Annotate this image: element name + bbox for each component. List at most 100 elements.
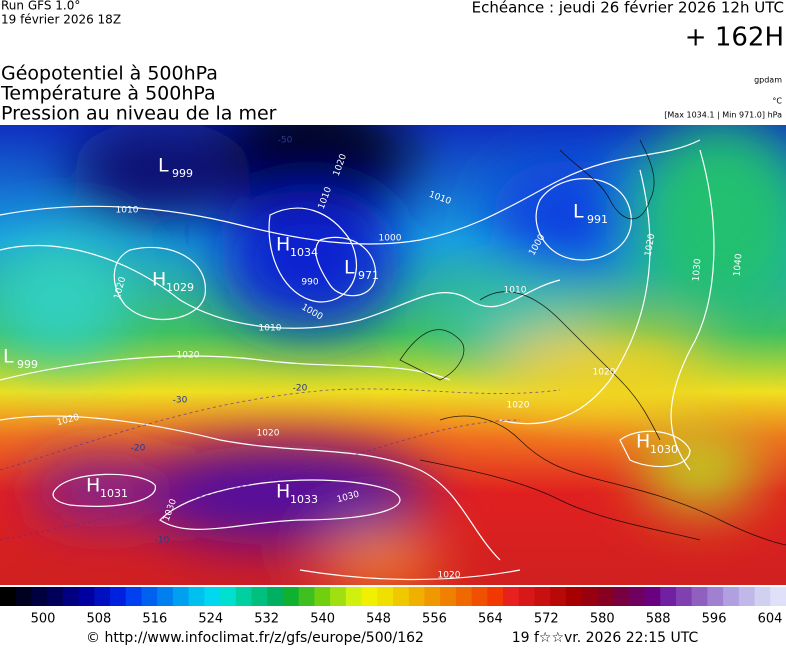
colorbar-swatch (518, 587, 535, 606)
colorbar-swatch (455, 587, 473, 606)
colorbar-swatch (267, 587, 284, 606)
valid-time: Echéance : jeudi 26 février 2026 12h UTC (472, 0, 784, 17)
colorbar-tick-label: 588 (646, 612, 671, 627)
colorbar-swatch (691, 587, 708, 606)
field-3: Pression au niveau de la mer (1, 103, 277, 125)
colorbar-swatch (172, 587, 190, 606)
center-value: 1034 (290, 246, 318, 259)
generated: 19 f☆☆vr. 2026 22:15 UTC (512, 630, 699, 646)
colorbar-swatch (754, 587, 771, 606)
colorbar-tick-label: 572 (534, 612, 559, 627)
colorbar-swatch (660, 587, 677, 606)
colorbar-swatch (204, 587, 221, 606)
center-type: H (636, 431, 650, 453)
colorbar-swatch (424, 587, 441, 606)
field-2: Température à 500hPa (0, 83, 216, 105)
colorbar-swatch (15, 587, 32, 606)
colorbar-swatch (125, 587, 142, 606)
temperature-label: -10 (155, 536, 170, 546)
center-type: L (158, 155, 169, 177)
isobar-label: 1040 (733, 253, 745, 277)
isotherms (0, 388, 561, 541)
colorbar-swatch (393, 587, 410, 606)
colorbar-swatch (644, 587, 661, 606)
colorbar-swatch (613, 587, 630, 606)
colorbar-swatch (503, 587, 520, 606)
center-value: 1029 (166, 281, 194, 294)
colorbar-tick-label: 532 (254, 612, 279, 627)
unit-2: °C (772, 97, 782, 106)
isobar-label: 1020 (177, 351, 200, 361)
center-type: L (344, 257, 355, 279)
colorbar-swatch (110, 587, 127, 606)
field-1: Géopotentiel à 500hPa (1, 63, 218, 85)
colorbar-swatch (0, 587, 17, 606)
colorbar-swatch (251, 587, 268, 606)
center-value: 991 (587, 213, 608, 226)
isobar-label: 1010 (116, 206, 139, 216)
colorbar-swatch (707, 587, 724, 606)
colorbar-tick-label: 508 (87, 612, 112, 627)
colorbar-swatch (738, 587, 756, 606)
colorbar-swatch (440, 587, 457, 606)
temperature-label: -30 (173, 396, 188, 406)
center-type: L (3, 346, 14, 368)
colorbar-swatch (94, 587, 111, 606)
source: © http://www.infoclimat.fr/z/gfs/europe/… (86, 630, 424, 646)
colorbar-swatch (188, 587, 205, 606)
center-value: 1033 (290, 493, 318, 506)
colorbar-tick-label: 604 (758, 612, 783, 627)
colorbar-swatch (581, 587, 598, 606)
isobar-label: 1030 (692, 258, 704, 282)
temperature-label: -20 (131, 444, 146, 454)
run-date: 19 février 2026 18Z (1, 13, 121, 27)
center-value: 971 (358, 269, 379, 282)
colorbar-swatch (565, 587, 583, 606)
coastlines (399, 139, 786, 546)
center-type: L (573, 201, 584, 223)
colorbar-swatch (298, 587, 315, 606)
colorbar-swatch (534, 587, 551, 606)
center-type: H (276, 481, 290, 503)
colorbar-swatch (675, 587, 693, 606)
isobar-label: 990 (301, 278, 318, 288)
isobar-label: 1020 (644, 233, 658, 258)
center-type: H (152, 269, 166, 291)
isobar-label: 1020 (507, 401, 530, 411)
temperature-label: -50 (278, 136, 293, 146)
center-value: 1031 (100, 487, 128, 500)
colorbar-swatch (220, 587, 237, 606)
colorbar-swatch (141, 587, 158, 606)
isobar-label: 1020 (438, 571, 461, 581)
isobar-label: 1010 (259, 324, 282, 334)
map-field (0, 125, 786, 585)
center-value: 999 (17, 358, 38, 371)
colorbar-tick-label: 596 (702, 612, 727, 627)
colorbar-tick-label: 556 (422, 612, 447, 627)
colorbar-swatch (471, 587, 488, 606)
colorbar-swatch (282, 587, 300, 606)
colorbar-swatch (770, 587, 786, 606)
colorbar-tick-label: 524 (198, 612, 223, 627)
colorbar-swatch (47, 587, 64, 606)
colorbar-swatch (408, 587, 425, 606)
colorbar-tick-label: 540 (310, 612, 335, 627)
colorbar-tick-label: 580 (590, 612, 615, 627)
isobar-label: 1000 (379, 234, 402, 244)
unit-1: gpdam (754, 76, 782, 85)
colorbar-swatch (330, 587, 347, 606)
colorbar-swatch (723, 587, 740, 606)
isobar-label: 1010 (504, 286, 527, 296)
colorbar-swatch (157, 587, 174, 606)
temperature-label: -20 (293, 384, 308, 394)
colorbar-tick-label: 548 (366, 612, 391, 627)
isobar-label: 1020 (593, 368, 616, 378)
colorbar-swatch (314, 587, 331, 606)
run: Run GFS 1.0° (1, 0, 80, 13)
isobar-label: 1020 (257, 429, 280, 439)
colorbar-tick-label: 564 (478, 612, 503, 627)
colorbar-swatch (62, 587, 80, 606)
colorbar-swatch (597, 587, 614, 606)
colorbar-tick-label: 500 (31, 612, 56, 627)
